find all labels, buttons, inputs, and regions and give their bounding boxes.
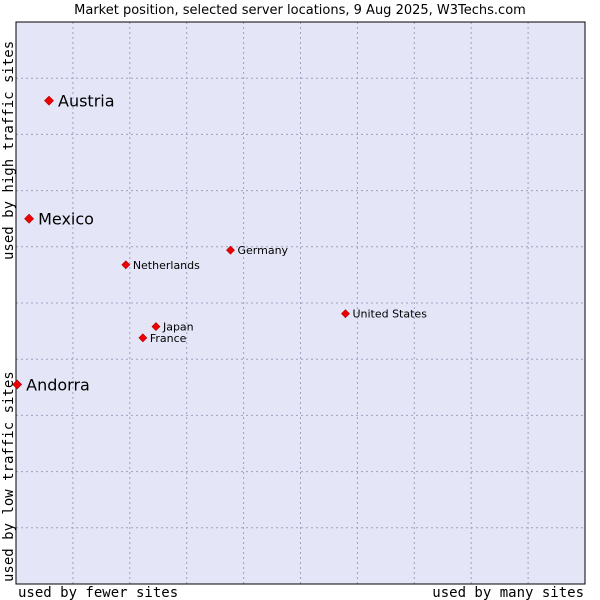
data-point-austria bbox=[44, 95, 54, 106]
data-point-france bbox=[138, 333, 148, 343]
x-axis-label-right: used by many sites bbox=[432, 585, 584, 600]
grid-lines bbox=[16, 22, 585, 584]
point-label-netherlands: Netherlands bbox=[133, 259, 200, 272]
point-label-mexico: Mexico bbox=[38, 210, 94, 229]
chart-title: Market position, selected server locatio… bbox=[74, 3, 526, 18]
x-axis-label-left: used by fewer sites bbox=[18, 585, 178, 600]
data-point-andorra bbox=[12, 379, 23, 390]
data-points bbox=[12, 95, 350, 390]
point-label-united-states: United States bbox=[352, 308, 427, 321]
point-label-germany: Germany bbox=[238, 244, 289, 257]
data-point-netherlands bbox=[121, 260, 131, 270]
data-point-germany bbox=[226, 245, 235, 255]
data-point-united-states bbox=[341, 309, 350, 319]
plot-border bbox=[15, 21, 586, 585]
point-labels: Austria Mexico Germany Netherlands United St… bbox=[26, 92, 427, 395]
y-axis-label-top: used by high traffic sites bbox=[1, 41, 17, 260]
point-label-japan: Japan bbox=[162, 321, 194, 334]
point-label-austria: Austria bbox=[58, 92, 115, 111]
point-label-andorra: Andorra bbox=[26, 375, 90, 394]
data-point-japan bbox=[151, 322, 161, 332]
point-label-france: France bbox=[150, 332, 187, 345]
data-point-mexico bbox=[24, 213, 35, 224]
y-axis-label-bottom: used by low traffic sites bbox=[1, 371, 17, 582]
